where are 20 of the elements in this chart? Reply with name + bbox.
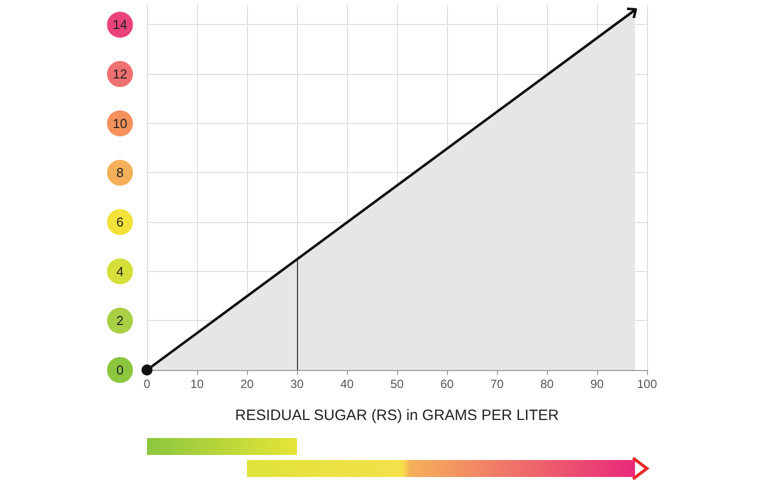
- x-tick-label: 90: [590, 377, 604, 391]
- y-tick-label: 2: [116, 313, 124, 328]
- x-tick-label: 30: [290, 377, 304, 391]
- y-tick-label: 0: [116, 362, 124, 378]
- y-tick-label: 10: [112, 116, 128, 131]
- x-axis-title: RESIDUAL SUGAR (RS) in GRAMS PER LITER: [235, 407, 560, 424]
- x-tick-label: 50: [390, 377, 404, 391]
- x-tick-label: 80: [540, 377, 554, 391]
- y-tick-label: 6: [116, 214, 124, 230]
- y-tick-label: 12: [112, 66, 128, 82]
- x-tick-label: 40: [340, 377, 354, 391]
- x-tick-label: 100: [636, 377, 658, 391]
- y-tick-label: 4: [116, 264, 124, 279]
- x-tick-label: 60: [440, 377, 454, 391]
- x-tick-label: 20: [240, 377, 254, 391]
- x-tick-label: 10: [190, 377, 204, 391]
- x-tick-label: 70: [490, 377, 504, 391]
- y-tick-label: 8: [116, 165, 124, 180]
- x-tick-label: 0: [144, 377, 151, 391]
- y-tick-label: 14: [112, 17, 128, 32]
